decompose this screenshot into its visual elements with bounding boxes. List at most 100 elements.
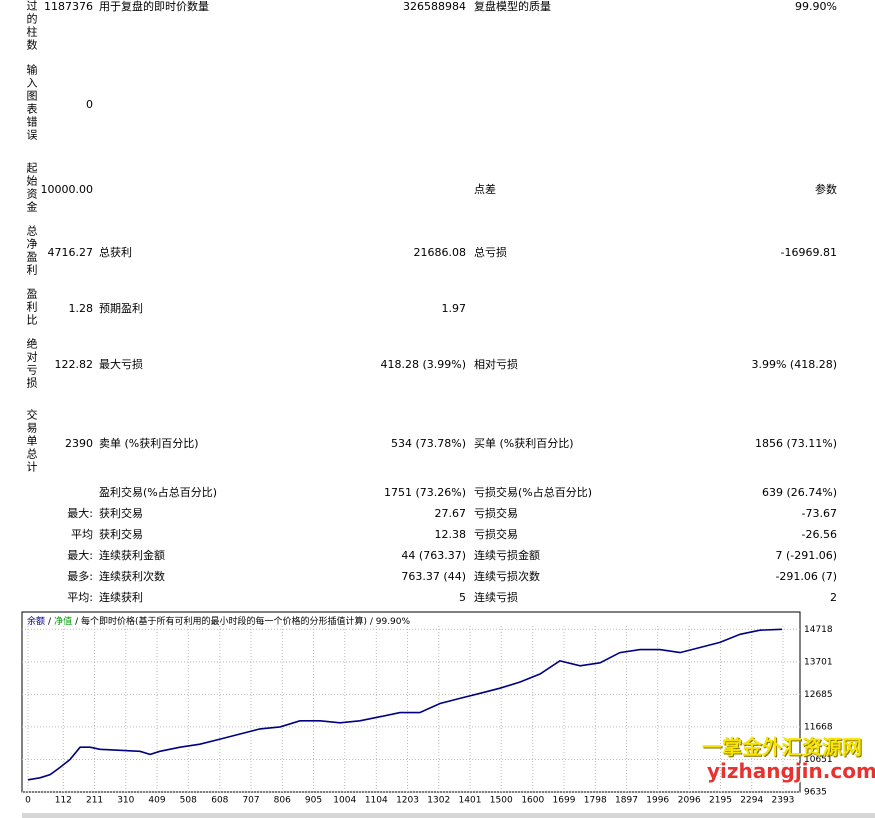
balance-chart: 9635 10651 11668 12685 13701 14718 0 112 211 310 4… [21,611,833,806]
row-label: 盈利比 [25,288,38,327]
field-label: 连续亏损次数 [474,570,540,583]
field-value: 326588984 [403,0,466,13]
field-label: 用于复盘的即时价数量 [99,0,209,13]
x-tick-label: 2294 [740,796,763,806]
y-tick-label: 11668 [804,722,833,732]
field-label: 预期盈利 [99,302,143,315]
x-tick-label: 1104 [365,796,388,806]
field-value: -73.67 [801,507,837,520]
field-value: 1751 (73.26%) [383,486,466,499]
field-label: 获利交易 [99,528,143,541]
field-label: 亏损交易 [474,507,518,520]
field-value: 0 [86,98,93,111]
x-tick-label: 112 [55,796,72,806]
field-label: 最大亏损 [99,358,143,371]
field-value: -16969.81 [780,246,837,259]
field-label: 卖单 (%获利百分比) [99,437,199,450]
x-tick-label: 806 [274,796,291,806]
row-label: 过的柱数 [25,0,38,52]
field-value: 122.82 [54,358,94,371]
field-label: 复盘模型的质量 [474,0,551,13]
field-label: 亏损交易(%占总百分比) [474,486,593,499]
field-label: 相对亏损 [474,358,518,371]
field-value: 12.38 [434,528,467,541]
x-tick-label: 211 [86,796,103,806]
field-value: -26.56 [801,528,837,541]
x-tick-label: 1401 [459,796,482,806]
field-value: 2390 [65,437,93,450]
chart-title: 余额 / 净值 / 每个即时价格(基于所有可利用的最小时段的每一个价格的分形插值计算)… [27,615,411,627]
x-tick-label: 1600 [521,796,544,806]
x-tick-label: 2393 [772,796,795,806]
field-value: 参数 [815,183,837,196]
plot-frame [21,611,801,793]
field-value: 10000.00 [40,183,94,196]
row-label: 绝对亏损 [25,338,38,390]
x-tick-label: 2096 [678,796,701,806]
row-label: 总净盈利 [25,225,38,277]
x-tick-label: 707 [242,796,259,806]
watermark: 一掌金外汇资源网 [702,735,862,759]
x-tick-label: 1302 [427,796,450,806]
y-tick-label: 9635 [804,788,827,798]
y-tick-label: 10651 [804,755,833,765]
scrollbar [22,813,875,818]
field-label: 连续获利次数 [99,570,165,583]
legend-equity: 净值 [54,615,72,627]
x-tick-label: 1996 [646,796,669,806]
x-tick-label: 2195 [709,796,732,806]
y-tick-label: 14718 [804,625,833,635]
x-tick-label: 1798 [584,796,607,806]
x-tick-label: 1897 [615,796,638,806]
x-tick-label: 0 [25,796,31,806]
field-value: 639 (26.74%) [761,486,837,499]
field-value: 最大: [67,507,93,520]
field-label: 买单 (%获利百分比) [474,437,574,450]
field-value: 2 [830,591,837,604]
field-value: 99.90% [795,0,837,13]
field-value: -291.06 (7) [775,570,837,583]
x-tick-label: 905 [305,796,322,806]
x-tick-label: 1699 [553,796,576,806]
field-label: 盈利交易(%占总百分比) [99,486,218,499]
chart-subtitle: / 每个即时价格(基于所有可利用的最小时段的每一个价格的分形插值计算) / 99… [75,615,410,627]
field-value: 最多: [67,570,93,583]
x-tick-label: 508 [180,796,197,806]
field-value: 418.28 (3.99%) [380,358,466,371]
field-value: 7 (-291.06) [775,549,837,562]
field-label: 连续获利 [99,591,143,604]
row-label: 交易单总计 [25,409,38,474]
field-value: 763.37 (44) [401,570,466,583]
watermark-url: yizhangjin.com [707,759,875,783]
separator: / [48,617,52,627]
x-tick-label: 1203 [396,796,419,806]
x-tick-label: 310 [117,796,134,806]
y-tick-label: 13701 [804,657,833,667]
x-tick-label: 608 [211,796,228,806]
field-label: 总获利 [99,246,132,259]
field-value: 1856 (73.11%) [754,437,837,450]
field-value: 5 [459,591,466,604]
field-value: 平均: [67,591,93,604]
field-value: 1187376 [44,0,93,13]
field-label: 点差 [474,183,496,196]
x-tick-label: 1004 [333,796,356,806]
field-label: 总亏损 [474,246,507,259]
field-label: 连续亏损 [474,591,518,604]
field-label: 获利交易 [99,507,143,520]
x-tick-label: 1500 [490,796,513,806]
field-value: 4716.27 [47,246,94,259]
field-value: 1.97 [441,302,467,315]
field-value: 3.99% (418.28) [751,358,837,371]
field-label: 亏损交易 [474,528,518,541]
field-value: 534 (73.78%) [390,437,466,450]
field-value: 最大: [67,549,93,562]
field-value: 平均 [71,528,93,541]
legend-balance: 余额 [27,615,45,627]
field-label: 连续亏损金额 [474,549,540,562]
balance-line [27,628,783,781]
row-label: 起始资金 [25,162,38,214]
y-tick-label: 12685 [804,690,833,700]
x-tick-label: 409 [148,796,165,806]
